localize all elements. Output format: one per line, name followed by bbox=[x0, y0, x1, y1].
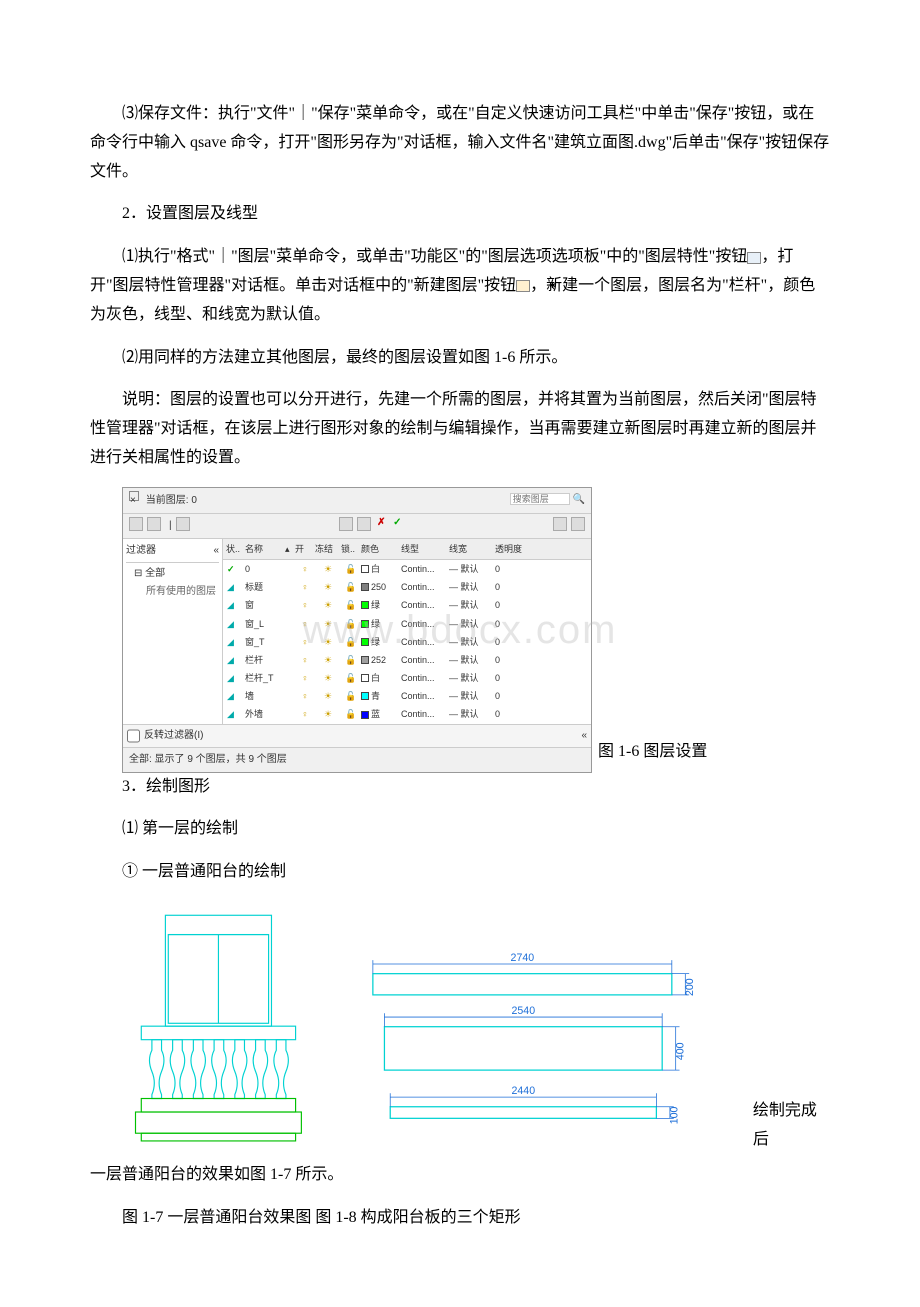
refresh-icon[interactable] bbox=[553, 517, 567, 531]
reverse-filter-label: 反转过滤器(I) bbox=[144, 727, 203, 745]
filter-used[interactable]: 所有使用的图层 bbox=[126, 583, 219, 601]
balcony-drawing bbox=[122, 901, 315, 1161]
toolbar-icon-1[interactable] bbox=[129, 517, 143, 531]
filter-tree: 过滤器 « ⊟ 全部 所有使用的图层 bbox=[123, 539, 223, 724]
table-row[interactable]: ◢窗_L♀☀🔓绿Contin...— 默认0 bbox=[223, 615, 591, 633]
layer-props-icon: ≡ bbox=[747, 252, 761, 264]
svg-text:200: 200 bbox=[684, 978, 696, 996]
current-layer-label: 当前图层: 0 bbox=[146, 495, 197, 506]
text-segment: ⑴执行"格式"｜"图层"菜单命令，或单击"功能区"的"图层选项选项板"中的"图层… bbox=[122, 248, 747, 265]
paragraph-after-balcony: 一层普通阳台的效果如图 1-7 所示。 bbox=[90, 1161, 830, 1190]
th-lineweight[interactable]: 线宽 bbox=[449, 541, 495, 557]
table-row[interactable]: ◢标题♀☀🔓250Contin...— 默认0 bbox=[223, 578, 591, 596]
status-bar: 全部: 显示了 9 个图层，共 9 个图层 bbox=[123, 747, 591, 772]
new-layer-frozen-button[interactable] bbox=[357, 517, 371, 531]
new-layer-icon: ✱ bbox=[516, 280, 530, 292]
svg-text:400: 400 bbox=[674, 1042, 686, 1060]
th-on[interactable]: 开 bbox=[295, 541, 315, 557]
svg-text:2540: 2540 bbox=[511, 1005, 535, 1017]
th-linetype[interactable]: 线型 bbox=[401, 541, 449, 557]
table-row[interactable]: ◢栏杆_T♀☀🔓白Contin...— 默认0 bbox=[223, 669, 591, 687]
filter-all[interactable]: ⊟ 全部 bbox=[126, 565, 219, 583]
svg-text:2740: 2740 bbox=[510, 952, 534, 964]
set-current-icon[interactable]: ✓ bbox=[391, 517, 403, 529]
svg-text:2440: 2440 bbox=[511, 1085, 535, 1097]
trailing-text: 绘制完成后 bbox=[753, 1097, 830, 1155]
close-icon[interactable]: × bbox=[129, 491, 139, 501]
th-freeze[interactable]: 冻结 bbox=[315, 541, 341, 557]
table-row[interactable]: ◢窗♀☀🔓绿Contin...— 默认0 bbox=[223, 596, 591, 614]
table-row[interactable]: ◢窗_T♀☀🔓绿Contin...— 默认0 bbox=[223, 633, 591, 651]
delete-layer-icon[interactable]: ✗ bbox=[375, 517, 387, 529]
th-name[interactable]: 名称 bbox=[245, 541, 285, 557]
table-row[interactable]: ◢外墙♀☀🔓蓝Contin...— 默认0 bbox=[223, 705, 591, 723]
th-lock[interactable]: 锁.. bbox=[341, 541, 361, 557]
th-status[interactable]: 状.. bbox=[223, 541, 245, 557]
figure-1-6-caption: 图 1-6 图层设置 bbox=[598, 738, 707, 767]
search-icon[interactable]: 🔍 bbox=[573, 494, 585, 505]
toolbar-icon-2[interactable] bbox=[147, 517, 161, 531]
table-row[interactable]: ◢栏杆♀☀🔓252Contin...— 默认0 bbox=[223, 651, 591, 669]
new-layer-button[interactable] bbox=[339, 517, 353, 531]
filter-header: 过滤器 bbox=[126, 542, 156, 560]
collapse-icon-2[interactable]: « bbox=[581, 727, 587, 745]
rectangles-drawing: 2740 200 2540 400 2440 100 bbox=[315, 931, 749, 1161]
paragraph-section-3: 3．绘制图形 bbox=[90, 773, 830, 802]
reverse-filter-checkbox[interactable] bbox=[127, 727, 140, 745]
paragraph-explanation: 说明：图层的设置也可以分开进行，先建一个所需的图层，并将其置为当前图层，然后关闭… bbox=[90, 386, 830, 472]
settings-icon[interactable] bbox=[571, 517, 585, 531]
paragraph-section-2: 2．设置图层及线型 bbox=[90, 200, 830, 229]
th-trans[interactable]: 透明度 bbox=[495, 541, 529, 557]
table-row[interactable]: ◢墙♀☀🔓青Contin...— 默认0 bbox=[223, 687, 591, 705]
paragraph-layer-cmd: ⑴执行"格式"｜"图层"菜单命令，或单击"功能区"的"图层选项选项板"中的"图层… bbox=[90, 243, 830, 329]
figure-captions-7-8: 图 1-7 一层普通阳台效果图 图 1-8 构成阳台板的三个矩形 bbox=[90, 1204, 830, 1233]
th-color[interactable]: 颜色 bbox=[361, 541, 401, 557]
paragraph-save-file: ⑶保存文件：执行"文件"｜"保存"菜单命令，或在"自定义快速访问工具栏"中单击"… bbox=[90, 100, 830, 186]
paragraph-step-1: ⑴ 第一层的绘制 bbox=[90, 815, 830, 844]
toolbar-icon-3[interactable] bbox=[176, 517, 190, 531]
svg-text:100: 100 bbox=[668, 1107, 680, 1125]
paragraph-same-method: ⑵用同样的方法建立其他图层，最终的图层设置如图 1-6 所示。 bbox=[90, 344, 830, 373]
paragraph-substep-1: ① 一层普通阳台的绘制 bbox=[90, 858, 830, 887]
collapse-icon[interactable]: « bbox=[213, 542, 219, 560]
layer-properties-manager-panel: × 当前图层: 0 🔍 | ✗ bbox=[122, 487, 592, 773]
layer-table: 状.. 名称 ▴ 开 冻结 锁.. 颜色 线型 线宽 透明度 ✓0♀☀🔓白Con… bbox=[223, 539, 591, 724]
table-row[interactable]: ✓0♀☀🔓白Contin...— 默认0 bbox=[223, 560, 591, 578]
search-layer-input[interactable] bbox=[510, 493, 570, 505]
